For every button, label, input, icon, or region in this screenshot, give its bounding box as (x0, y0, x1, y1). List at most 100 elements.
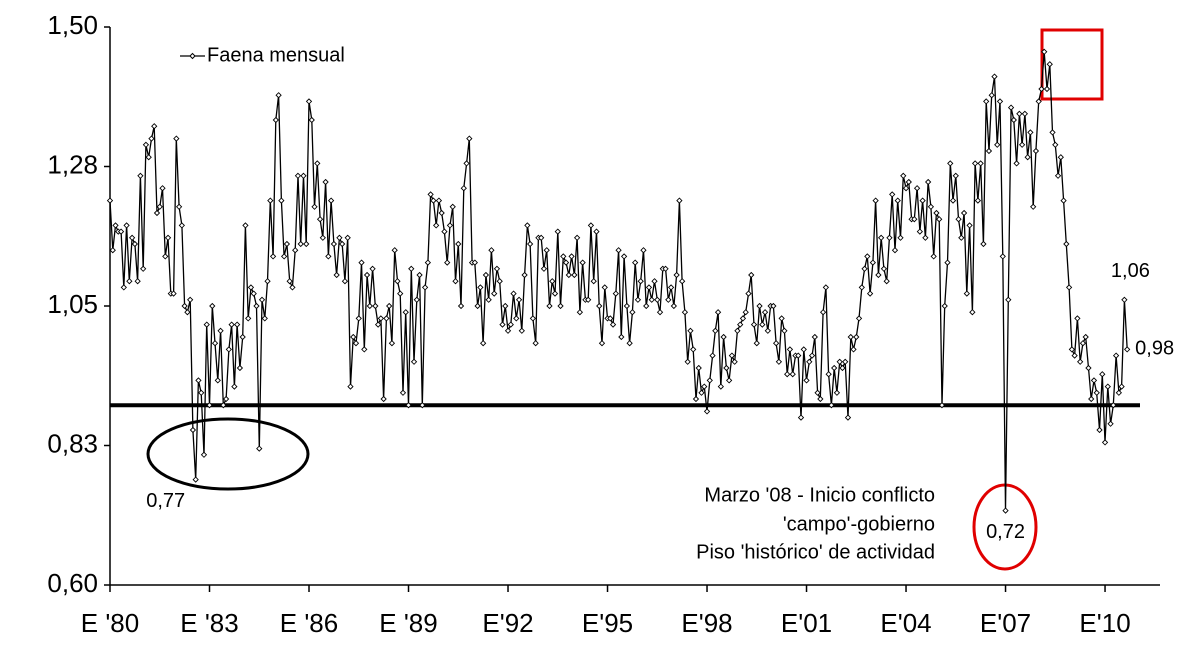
point-marker (618, 333, 625, 341)
point-marker (886, 234, 893, 241)
point-marker (148, 135, 155, 142)
point-marker (361, 346, 368, 353)
point-marker (601, 284, 608, 291)
point-marker (363, 271, 371, 279)
point-marker (502, 302, 509, 310)
point-marker (314, 160, 321, 167)
point-marker (911, 216, 918, 223)
point-marker (1071, 352, 1078, 359)
point-marker (557, 302, 564, 310)
point-marker (784, 371, 791, 378)
point-marker (526, 240, 534, 248)
point-marker (474, 302, 481, 310)
point-marker (742, 309, 749, 316)
point-marker (480, 340, 487, 347)
point-marker (720, 333, 727, 341)
point-marker (518, 327, 525, 334)
point-marker (1110, 402, 1117, 409)
point-marker (430, 197, 437, 204)
point-marker (891, 247, 899, 254)
point-marker (853, 333, 860, 341)
point-marker (267, 197, 274, 204)
point-marker (933, 209, 940, 217)
point-marker (983, 98, 990, 105)
highlight-box (1040, 28, 1104, 101)
point-marker (889, 191, 896, 198)
point-marker (643, 302, 650, 310)
point-marker (507, 321, 514, 328)
point-marker (944, 259, 951, 266)
point-marker (234, 321, 241, 328)
point-marker (496, 278, 503, 285)
point-marker (676, 197, 683, 204)
point-marker (513, 315, 520, 322)
point-marker (200, 451, 208, 458)
point-marker (988, 92, 995, 99)
point-marker (214, 377, 221, 384)
y-tick-label: 1,50 (47, 10, 98, 40)
point-marker (1005, 296, 1012, 303)
point-marker (714, 309, 722, 316)
point-marker (228, 321, 235, 328)
point-marker (1035, 98, 1042, 105)
point-marker (1010, 116, 1017, 124)
point-marker (1043, 85, 1051, 93)
annotation: 'campo'-gobierno (783, 513, 935, 535)
point-marker (386, 302, 393, 310)
point-marker (662, 265, 669, 272)
value-label: 0,72 (986, 521, 1025, 543)
point-marker (336, 234, 343, 241)
point-marker (347, 383, 354, 390)
point-marker (847, 333, 854, 341)
point-marker (698, 389, 705, 396)
point-marker (1032, 147, 1040, 155)
point-marker (839, 364, 846, 372)
point-marker (198, 389, 205, 396)
point-marker (822, 284, 830, 291)
point-marker (1057, 154, 1064, 161)
point-marker (817, 395, 824, 403)
point-marker (554, 228, 561, 235)
point-marker (692, 395, 700, 403)
point-marker (629, 309, 636, 316)
point-marker (151, 123, 158, 130)
point-marker (239, 333, 246, 341)
point-marker (811, 333, 818, 341)
point-marker (902, 185, 910, 192)
point-marker (994, 141, 1001, 148)
point-marker (173, 135, 180, 142)
point-marker (855, 315, 863, 322)
point-marker (654, 296, 661, 303)
point-marker (725, 377, 733, 384)
point-marker (341, 278, 349, 285)
point-marker (402, 309, 409, 316)
point-marker (1115, 389, 1122, 396)
point-marker (673, 271, 680, 279)
point-marker (670, 302, 677, 310)
point-marker (687, 327, 694, 334)
annotation: Marzo '08 - Inicio conflicto (704, 484, 935, 506)
point-marker (286, 278, 293, 285)
point-marker (289, 284, 296, 291)
point-marker (192, 476, 199, 483)
point-marker (745, 290, 752, 297)
point-marker (803, 377, 810, 384)
point-marker (383, 315, 390, 322)
point-marker (189, 426, 197, 434)
point-marker (1112, 352, 1120, 359)
point-marker (781, 327, 788, 334)
point-marker (1065, 284, 1073, 291)
point-marker (620, 253, 628, 260)
point-marker (1060, 197, 1067, 204)
point-marker (814, 389, 821, 396)
point-marker (858, 284, 865, 291)
point-marker (936, 216, 943, 223)
point-marker (734, 327, 741, 334)
point-marker (971, 160, 979, 167)
point-marker (333, 271, 340, 279)
point-marker (220, 402, 227, 409)
point-marker (247, 284, 255, 291)
point-marker (303, 240, 310, 248)
point-marker (985, 147, 993, 155)
point-marker (709, 352, 716, 359)
